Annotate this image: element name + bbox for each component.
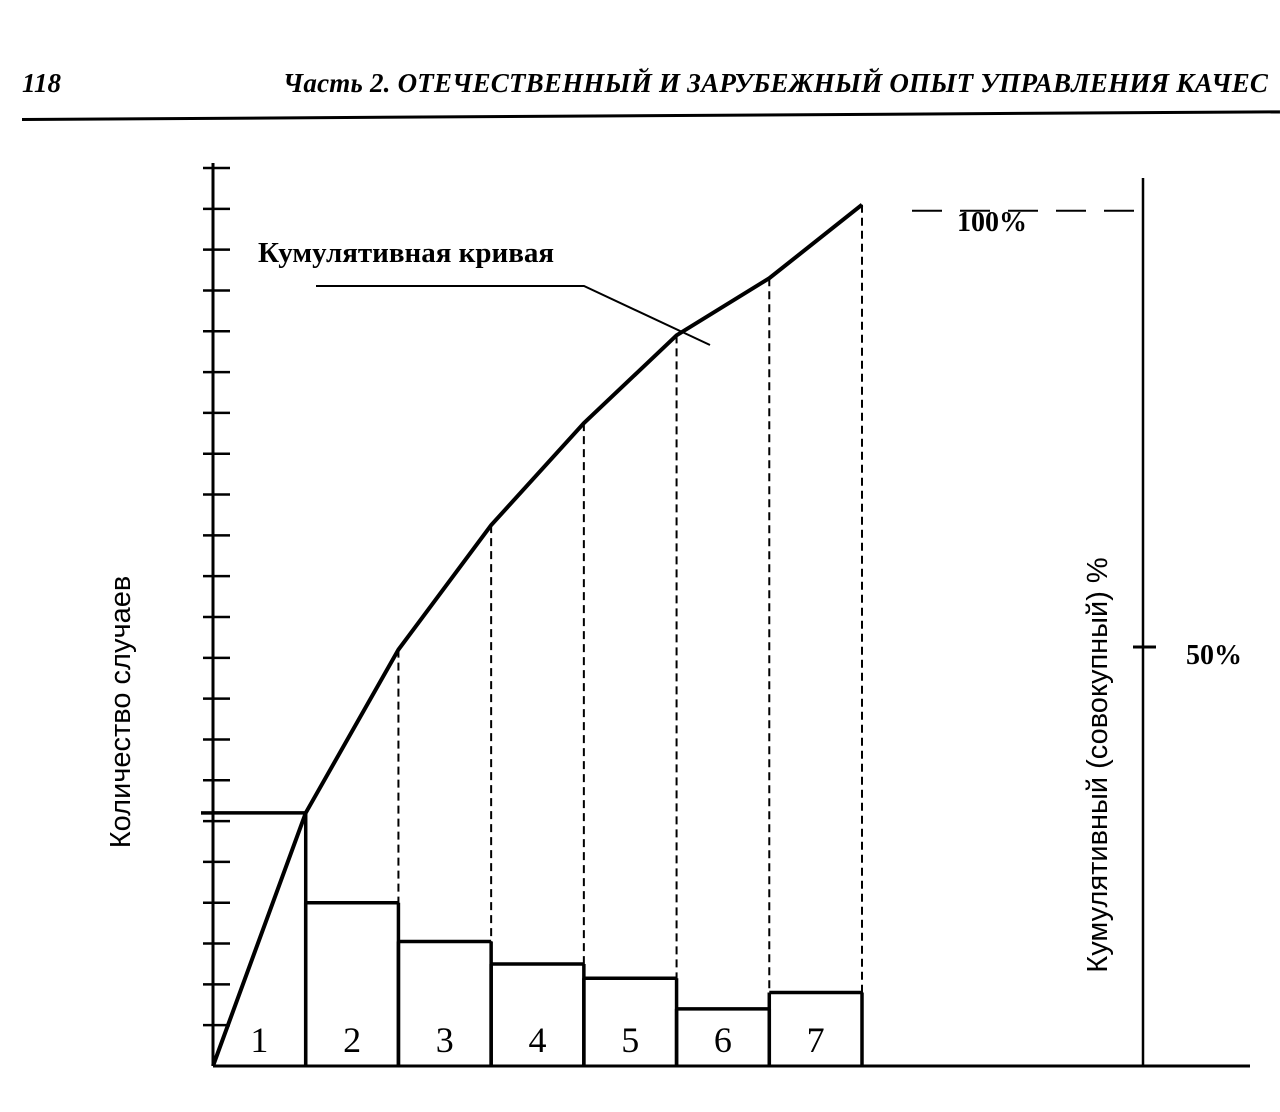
bar-label-3: 3 xyxy=(436,1020,454,1060)
bar-label-2: 2 xyxy=(343,1020,361,1060)
bar-label-1: 1 xyxy=(250,1020,268,1060)
curve-label: Кумулятивная кривая xyxy=(258,237,554,269)
right-label-100: 100% xyxy=(957,207,1027,238)
curve-label-leader xyxy=(316,285,711,346)
bar-label-6: 6 xyxy=(714,1020,732,1060)
bar-label-4: 4 xyxy=(529,1020,547,1060)
bar-label-7: 7 xyxy=(807,1020,825,1060)
cumulative-curve xyxy=(211,203,864,1067)
y-axis-label-right: Кумулятивный (совокупный) % xyxy=(1082,557,1114,972)
y-axis-label-left: Количество случаев xyxy=(105,576,137,848)
page-number: 118 xyxy=(22,68,62,98)
page-header-title: Часть 2. ОТЕЧЕСТВЕННЫЙ И ЗАРУБЕЖНЫЙ ОПЫТ… xyxy=(283,68,1269,98)
right-label-50: 50% xyxy=(1186,640,1242,671)
bar-label-5: 5 xyxy=(621,1020,639,1060)
